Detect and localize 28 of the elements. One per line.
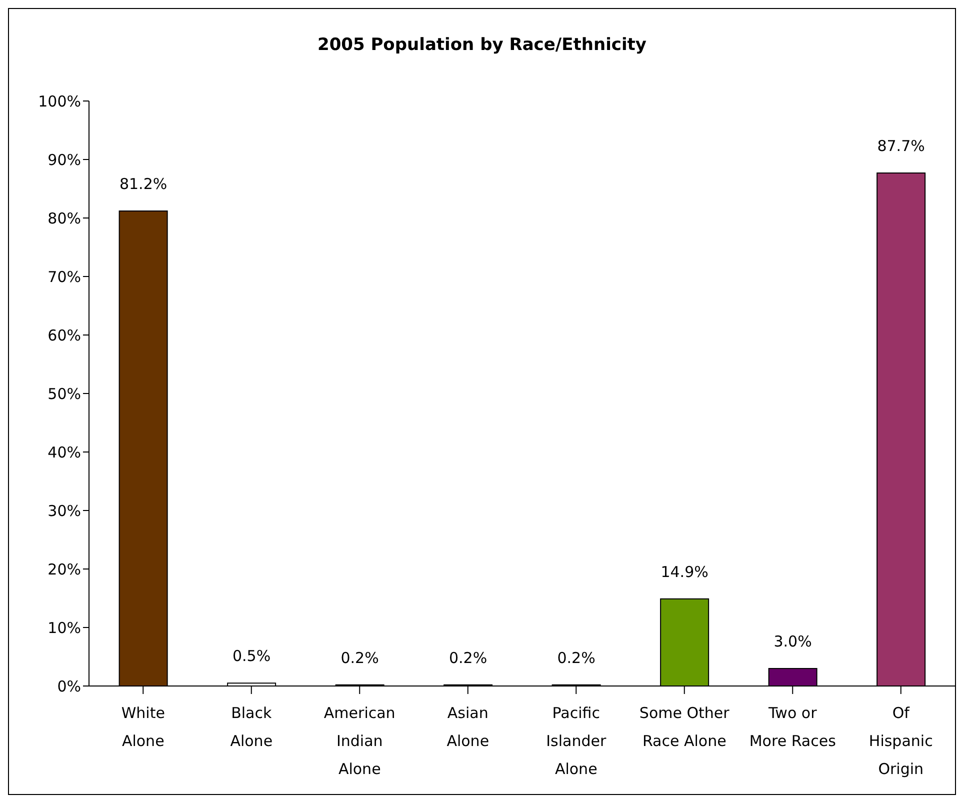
y-tick-label: 10% <box>48 618 81 637</box>
y-tick-label: 50% <box>48 384 81 403</box>
x-tick-label: Pacific Islander Alone <box>546 704 607 778</box>
y-tick-label: 80% <box>48 209 81 228</box>
chart-title: 2005 Population by Race/Ethnicity <box>316 35 648 55</box>
data-label: 0.2% <box>449 648 488 667</box>
y-tick-label: 60% <box>48 326 81 344</box>
data-label: 3.0% <box>774 632 812 650</box>
x-tick-label: Black Alone <box>230 704 273 750</box>
x-tick-label: Asian Alone <box>446 704 490 750</box>
y-tick-label: 70% <box>48 268 81 286</box>
y-tick-label: 20% <box>48 560 81 578</box>
y-tick-label: 100% <box>38 92 81 110</box>
y-tick-label: 90% <box>48 150 81 169</box>
x-tick-label: Two or More Races <box>749 704 836 750</box>
y-tick-label: 40% <box>48 443 81 462</box>
data-label: 0.2% <box>340 648 379 667</box>
x-tick-label: American Indian Alone <box>324 704 396 778</box>
x-tick-label: Some Other Race Alone <box>639 704 730 750</box>
data-label: 14.9% <box>660 562 708 581</box>
data-label: 0.2% <box>557 648 596 667</box>
data-label: 81.2% <box>119 174 168 193</box>
x-tick-label: White Alone <box>121 704 165 750</box>
x-tick-label: Of Hispanic Origin <box>868 704 933 778</box>
data-label: 0.5% <box>232 647 271 666</box>
y-tick-label: 0% <box>57 677 81 696</box>
y-tick-label: 30% <box>48 502 81 520</box>
data-label: 87.7% <box>877 136 925 155</box>
